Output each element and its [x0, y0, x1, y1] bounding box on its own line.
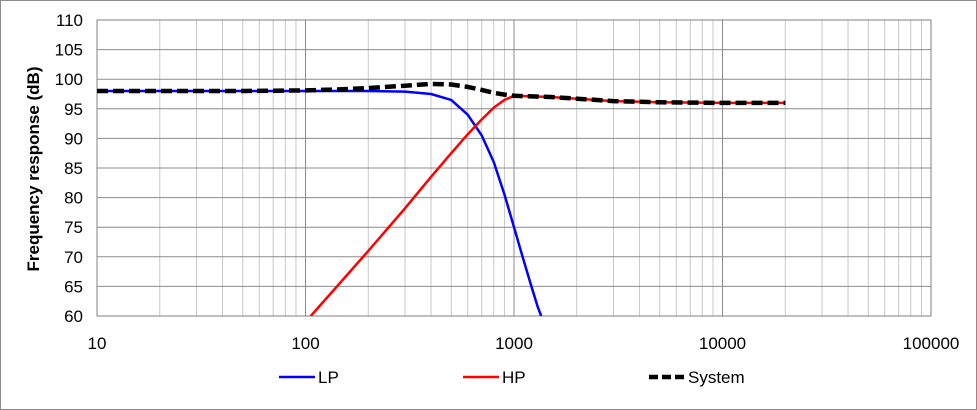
legend-label-system: System	[688, 368, 745, 387]
y-tick-label: 80	[64, 189, 83, 208]
y-tick-label: 75	[64, 218, 83, 237]
y-tick-label: 70	[64, 248, 83, 267]
x-tick-label: 100	[291, 334, 319, 353]
grid	[96, 19, 932, 317]
legend-label-lp: LP	[318, 368, 339, 387]
y-tick-label: 110	[56, 11, 83, 30]
x-tick-label: 1000	[495, 334, 533, 353]
y-tick-label: 105	[55, 41, 83, 60]
series-line-hp	[309, 94, 786, 316]
x-axis-ticks: 10 100 1000 10000 100000	[88, 334, 960, 353]
y-tick-label: 90	[64, 129, 83, 148]
y-axis-ticks: 60 65 70 75 80 85 90 95 100 105 110	[55, 11, 83, 326]
y-tick-label: 95	[64, 100, 83, 119]
x-tick-label: 10	[88, 334, 107, 353]
x-tick-label: 100000	[903, 334, 960, 353]
plot-area-border	[96, 19, 932, 317]
y-tick-label: 100	[55, 70, 83, 89]
legend-label-hp: HP	[502, 368, 526, 387]
y-tick-label: 85	[64, 159, 83, 178]
y-axis-title: Frequency response (dB)	[24, 67, 43, 272]
y-tick-label: 65	[64, 277, 83, 296]
x-tick-label: 10000	[699, 334, 746, 353]
y-tick-label: 60	[64, 307, 83, 326]
legend: LP HP System	[279, 368, 745, 387]
series-line-system	[97, 81, 786, 106]
series-line-lp	[97, 89, 543, 316]
series-lines	[97, 81, 786, 316]
